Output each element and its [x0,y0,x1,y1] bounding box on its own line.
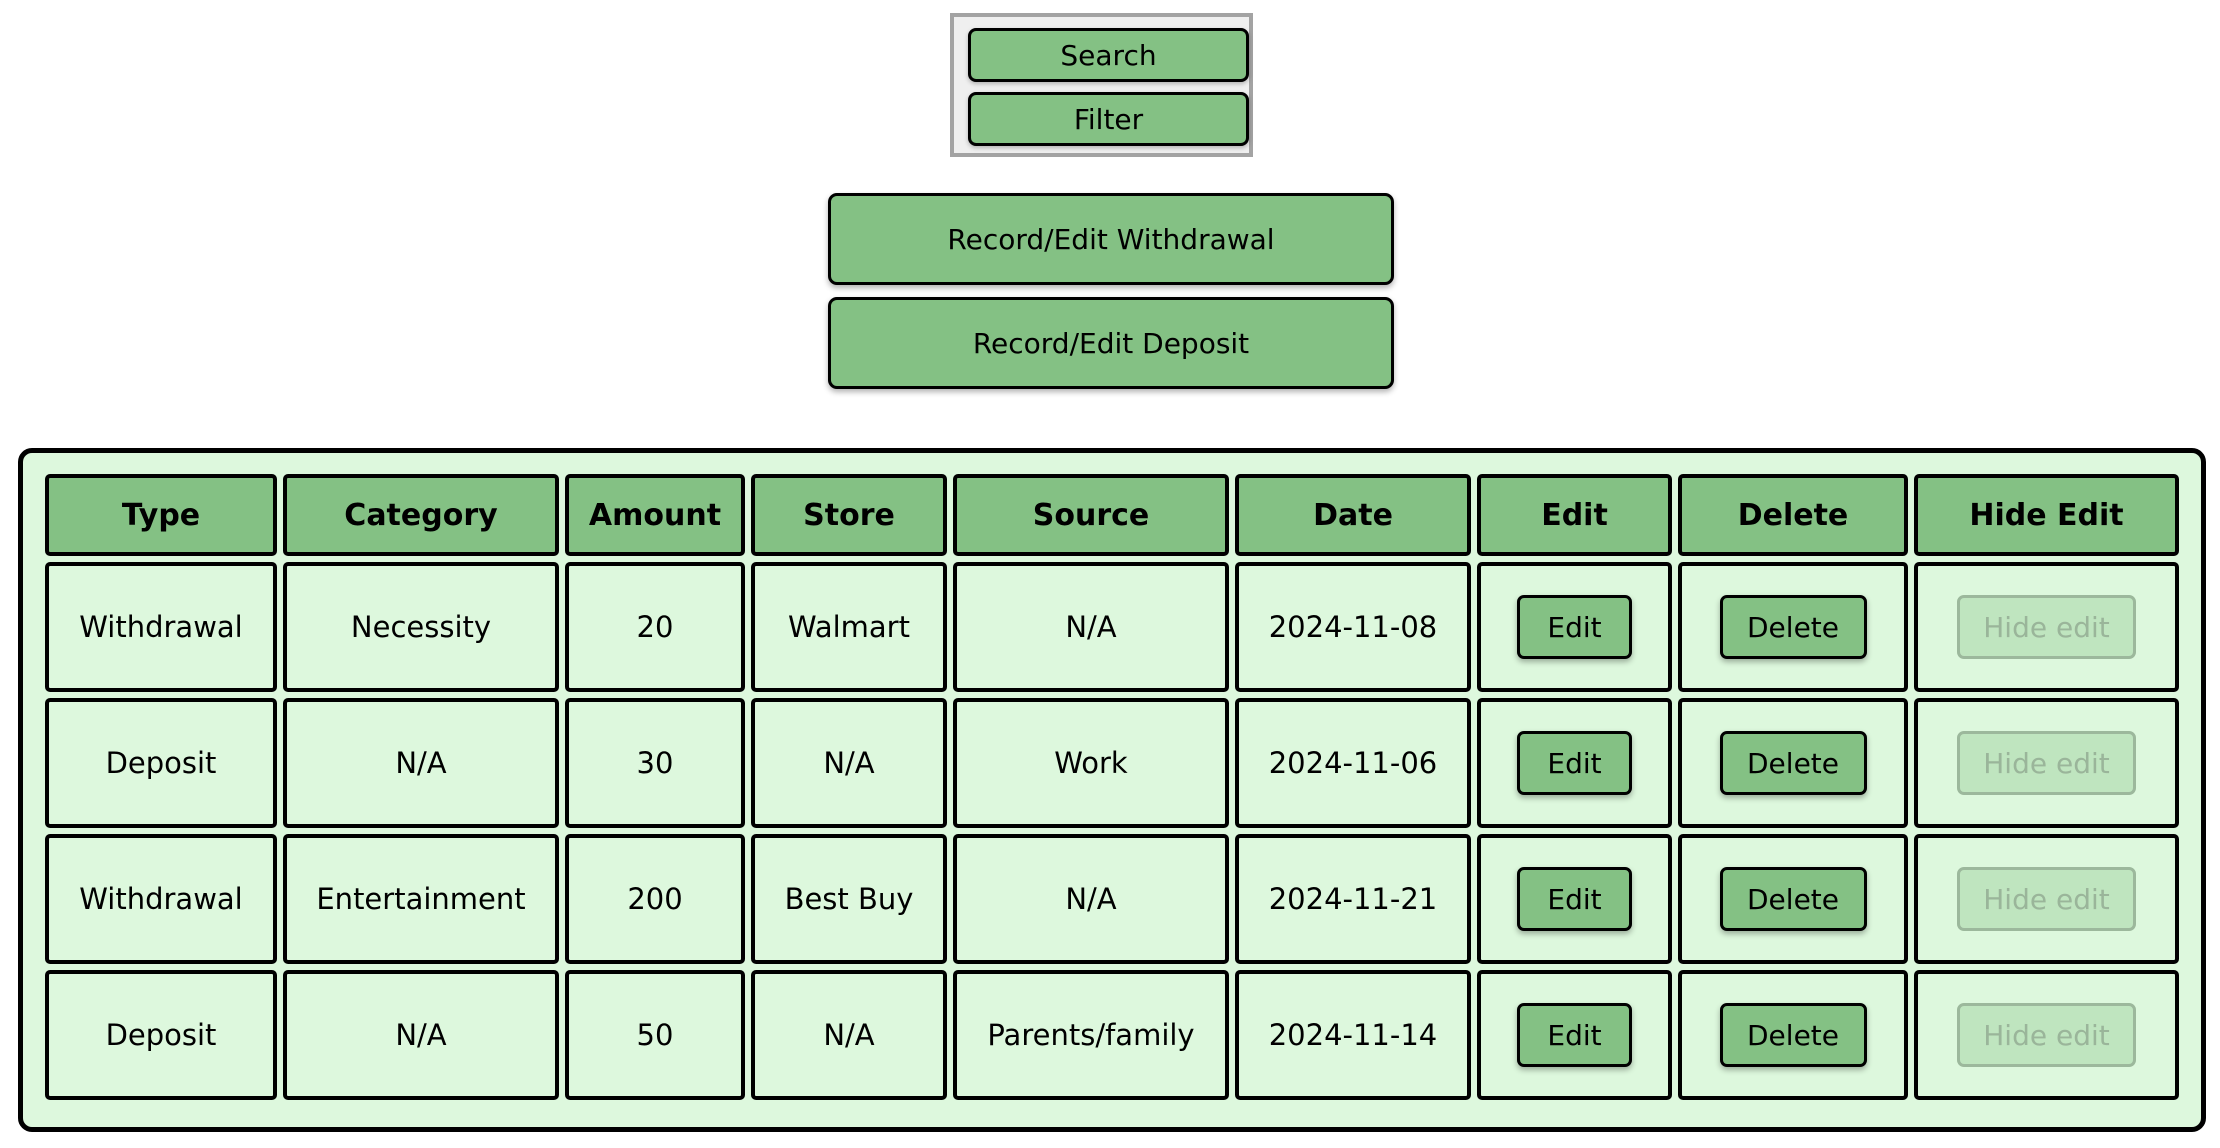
header-category: Category [283,474,559,556]
cell-category: N/A [283,698,559,828]
transactions-panel: Type Category Amount Store Source Date E… [18,448,2206,1132]
transactions-table: Type Category Amount Store Source Date E… [39,468,2185,1106]
cell-hide-edit: Hide edit [1914,562,2179,692]
cell-delete: Delete [1678,834,1908,964]
cell-edit: Edit [1477,970,1672,1100]
cell-date: 2024-11-21 [1235,834,1471,964]
hide-edit-button: Hide edit [1957,595,2136,659]
cell-type: Deposit [45,970,277,1100]
cell-edit: Edit [1477,562,1672,692]
table-header-row: Type Category Amount Store Source Date E… [45,474,2179,556]
delete-button[interactable]: Delete [1719,731,1867,795]
edit-button[interactable]: Edit [1517,1003,1632,1067]
cell-store: Best Buy [751,834,947,964]
cell-category: Necessity [283,562,559,692]
cell-date: 2024-11-08 [1235,562,1471,692]
record-deposit-button[interactable]: Record/Edit Deposit [828,297,1394,389]
cell-source: N/A [953,562,1229,692]
cell-source: Work [953,698,1229,828]
cell-amount: 20 [565,562,745,692]
cell-type: Deposit [45,698,277,828]
header-edit: Edit [1477,474,1672,556]
record-withdrawal-button[interactable]: Record/Edit Withdrawal [828,193,1394,285]
cell-source: Parents/family [953,970,1229,1100]
header-store: Store [751,474,947,556]
hide-edit-button: Hide edit [1957,731,2136,795]
header-delete: Delete [1678,474,1908,556]
header-amount: Amount [565,474,745,556]
search-button[interactable]: Search [968,28,1249,82]
edit-button[interactable]: Edit [1517,867,1632,931]
search-filter-panel: Search Filter [950,13,1253,157]
hide-edit-button: Hide edit [1957,1003,2136,1067]
cell-hide-edit: Hide edit [1914,834,2179,964]
delete-button[interactable]: Delete [1719,595,1867,659]
filter-button[interactable]: Filter [968,92,1249,146]
cell-store: N/A [751,698,947,828]
cell-amount: 200 [565,834,745,964]
edit-button[interactable]: Edit [1517,731,1632,795]
delete-button[interactable]: Delete [1719,867,1867,931]
table-row: Withdrawal Entertainment 200 Best Buy N/… [45,834,2179,964]
cell-amount: 30 [565,698,745,828]
hide-edit-button: Hide edit [1957,867,2136,931]
cell-delete: Delete [1678,698,1908,828]
header-type: Type [45,474,277,556]
cell-edit: Edit [1477,698,1672,828]
cell-delete: Delete [1678,562,1908,692]
header-date: Date [1235,474,1471,556]
table-row: Deposit N/A 30 N/A Work 2024-11-06 Edit … [45,698,2179,828]
cell-category: N/A [283,970,559,1100]
delete-button[interactable]: Delete [1719,1003,1867,1067]
cell-date: 2024-11-06 [1235,698,1471,828]
cell-source: N/A [953,834,1229,964]
cell-store: Walmart [751,562,947,692]
cell-hide-edit: Hide edit [1914,698,2179,828]
table-row: Withdrawal Necessity 20 Walmart N/A 2024… [45,562,2179,692]
cell-type: Withdrawal [45,834,277,964]
cell-edit: Edit [1477,834,1672,964]
header-hide-edit: Hide Edit [1914,474,2179,556]
cell-amount: 50 [565,970,745,1100]
edit-button[interactable]: Edit [1517,595,1632,659]
cell-store: N/A [751,970,947,1100]
cell-date: 2024-11-14 [1235,970,1471,1100]
cell-type: Withdrawal [45,562,277,692]
table-row: Deposit N/A 50 N/A Parents/family 2024-1… [45,970,2179,1100]
cell-hide-edit: Hide edit [1914,970,2179,1100]
cell-category: Entertainment [283,834,559,964]
cell-delete: Delete [1678,970,1908,1100]
header-source: Source [953,474,1229,556]
